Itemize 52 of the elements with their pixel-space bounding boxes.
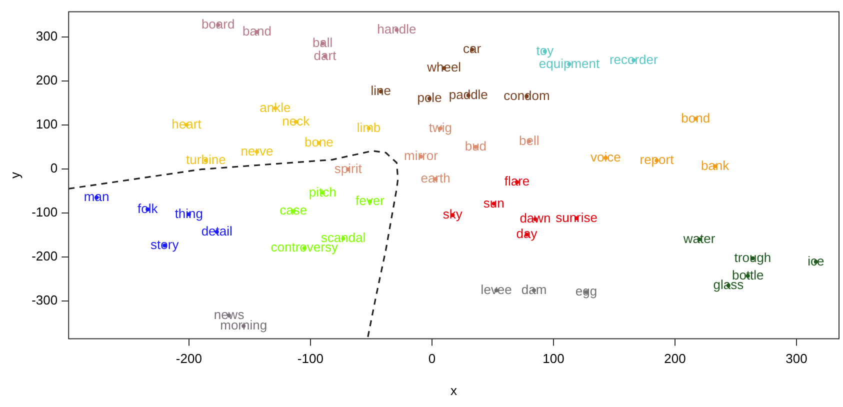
line-series bbox=[68, 150, 399, 340]
data-label: trough bbox=[734, 250, 772, 265]
data-label: board bbox=[201, 16, 235, 32]
data-label: paddle bbox=[448, 87, 488, 102]
data-label: turbine bbox=[186, 152, 226, 168]
data-label: sun bbox=[483, 195, 504, 210]
data-label: water bbox=[682, 230, 716, 246]
data-label: line bbox=[370, 83, 392, 98]
data-label: thing bbox=[174, 206, 204, 221]
data-label: band bbox=[242, 24, 272, 39]
data-label: twig bbox=[428, 120, 452, 136]
x-tick-label: -200 bbox=[176, 351, 202, 366]
data-label: pole bbox=[417, 90, 442, 106]
y-tick-label: 300 bbox=[36, 28, 58, 44]
data-label: levee bbox=[480, 282, 512, 297]
y-tick-label: -100 bbox=[32, 204, 58, 220]
data-label: neck bbox=[282, 113, 310, 128]
data-label: mirror bbox=[404, 148, 439, 164]
data-label: day bbox=[516, 226, 538, 242]
x-tick-label: 0 bbox=[428, 351, 436, 366]
data-label: story bbox=[150, 237, 180, 252]
x-tick-label: 100 bbox=[542, 351, 564, 366]
data-label: bottle bbox=[732, 267, 764, 282]
data-label: pitch bbox=[308, 184, 336, 200]
y-tick-label: 0 bbox=[50, 160, 58, 176]
data-label: limb bbox=[356, 120, 381, 136]
y-tick-label: -200 bbox=[32, 248, 58, 264]
data-label: bud bbox=[464, 138, 487, 154]
data-label: man bbox=[84, 189, 110, 204]
data-label: ball bbox=[312, 35, 333, 50]
x-axis-title: x bbox=[450, 382, 458, 398]
data-label: ice bbox=[808, 253, 824, 268]
data-label: case bbox=[280, 202, 308, 218]
data-label: report bbox=[640, 152, 674, 168]
data-label: bank bbox=[700, 158, 730, 173]
data-label: dart bbox=[314, 48, 337, 63]
x-tick-label: -100 bbox=[297, 351, 324, 366]
data-label: egg bbox=[575, 284, 598, 299]
y-axis-title: y bbox=[7, 172, 22, 179]
data-label: heart bbox=[172, 116, 202, 132]
data-label: earth bbox=[420, 170, 450, 186]
y-tick-label: -300 bbox=[32, 292, 58, 308]
y-tick-label: 100 bbox=[36, 116, 58, 132]
x-tick-label: 200 bbox=[664, 351, 686, 366]
data-label: recorder bbox=[609, 52, 659, 67]
data-label: nerve bbox=[240, 143, 274, 158]
data-label: handle bbox=[377, 21, 416, 36]
data-label: sunrise bbox=[556, 210, 598, 225]
data-label: dawn bbox=[520, 210, 551, 226]
y-tick-label: 200 bbox=[36, 72, 58, 88]
data-label: condom bbox=[504, 88, 550, 103]
x-tick-label: 300 bbox=[786, 351, 808, 366]
